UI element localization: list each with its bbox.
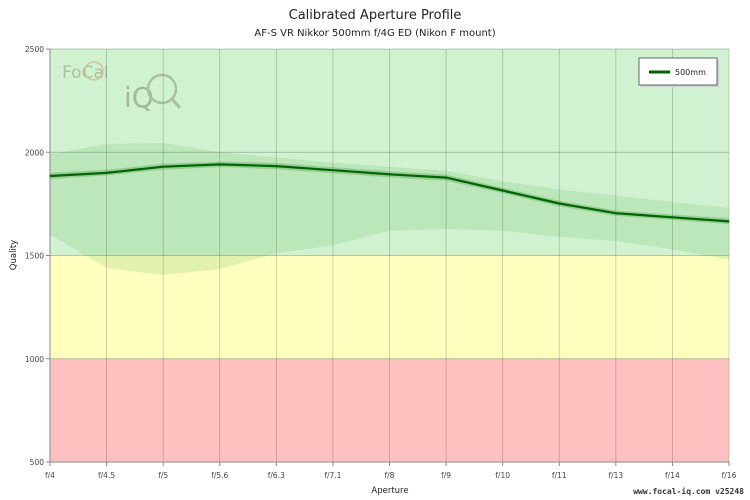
x-tick-label-8: f/10 [495,471,510,480]
data-point-0-11 [671,216,674,218]
data-point-0-6 [388,173,391,175]
data-point-0-12 [728,220,730,223]
data-point-0-10 [615,212,617,214]
x-tick-label-7: f/9 [441,471,451,480]
x-tick-label-11: f/14 [665,471,680,480]
logo-lens-icon [146,73,178,105]
x-tick-label-9: f/11 [552,471,567,480]
logo-handle-icon [170,98,182,109]
data-point-0-9 [558,202,560,205]
data-point-0-2 [162,166,164,168]
x-tick-label-4: f/6.3 [268,471,285,480]
y-axis-ticks: 500 1000 1500 2000 2500 [25,45,50,467]
legend-label: 500mm [675,68,706,77]
data-point-0-4 [275,165,277,167]
x-axis-ticks: f/4 f/4.5 f/5 f/5.6 f/6.3 f/7.1 f/8 f/9 f/10 f/11… [45,462,737,480]
logo-ring-icon [84,61,104,81]
quality-band-0 [50,358,729,462]
x-tick-label-0: f/4 [45,471,55,480]
chart-title: Calibrated Aperture Profile [288,8,462,23]
chart-subtitle: AF-S VR Nikkor 500mm f/4G ED (Nikon F mo… [254,28,496,39]
data-point-0-7 [445,177,447,179]
series-lines [49,163,730,223]
y-tick-label-4: 2500 [25,45,44,54]
x-tick-label-3: f/5.6 [211,471,228,480]
data-point-0-3 [219,163,221,166]
data-point-0-5 [332,169,334,171]
x-tick-label-6: f/8 [385,471,395,480]
y-tick-label-2: 1500 [25,252,44,261]
data-point-0-1 [105,172,108,174]
x-tick-label-10: f/13 [608,471,623,480]
x-tick-label-2: f/5 [158,471,168,480]
x-tick-label-12: f/16 [722,471,737,480]
quality-bands [50,49,729,462]
quality-band-2 [50,49,729,256]
x-tick-label-5: f/7.1 [324,471,341,480]
legend: 500mm [638,57,719,87]
focal-iq-logo: FoCal iQ [62,61,182,114]
y-tick-label-0: 500 [30,458,45,467]
quality-band-1 [50,255,729,359]
footer-credit: www.focal-iq.com v25248 [633,487,744,496]
y-tick-label-3: 2000 [25,148,44,157]
data-point-0-8 [502,189,504,192]
x-axis-label: Aperture [371,486,408,496]
y-axis-label: Quality [9,240,19,270]
data-point-0-0 [49,175,51,177]
y-tick-label-1: 1000 [25,355,44,364]
outer-range-area [50,143,729,276]
x-tick-label-1: f/4.5 [98,471,115,480]
